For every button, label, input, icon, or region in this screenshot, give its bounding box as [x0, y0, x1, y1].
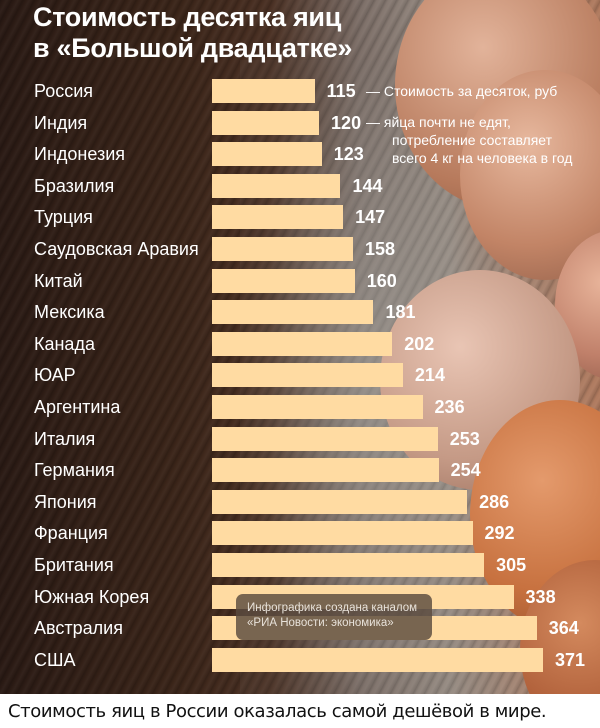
value-label: 214 [414, 365, 445, 386]
country-label: ЮАР [34, 365, 76, 386]
chart-row: Китай 160 [0, 266, 600, 298]
chart-row: Бразилия 144 [0, 171, 600, 203]
country-label: Бразилия [34, 175, 115, 196]
chart-title-line-1: Стоимость десятка яиц [33, 2, 342, 32]
value-label: 305 [496, 555, 527, 575]
chart-row: Британия 305 [0, 550, 600, 582]
value-label: 236 [434, 397, 465, 417]
chart-row: ЮАР 214 [0, 360, 600, 392]
bar [212, 79, 315, 103]
country-label: Канада [34, 333, 95, 354]
bar [212, 110, 320, 135]
chart-row: Мексика 181 [0, 297, 600, 329]
bar [212, 521, 473, 546]
bar [212, 331, 393, 356]
chart-title: Стоимость десятка яиц в «Большой двадцат… [33, 2, 433, 64]
chart-row: Индонезия 123 [0, 139, 600, 171]
country-label: Аргентина [34, 397, 121, 417]
annotation-india-line-1: — яйца почти не едят, [366, 114, 511, 130]
value-label: 120 [331, 112, 362, 133]
country-label: Саудовская Аравия [34, 239, 199, 259]
bar [212, 142, 322, 167]
annotation-india-line-3: всего 4 кг на человека в год [392, 150, 573, 166]
country-label: Индия [34, 112, 88, 133]
value-label: 202 [404, 333, 435, 354]
value-label: 147 [355, 207, 386, 228]
bar [212, 426, 438, 451]
value-label: 160 [366, 270, 397, 291]
value-label: 364 [548, 618, 579, 639]
country-label: Австралия [34, 618, 123, 639]
chart-row: США 371 [0, 645, 600, 677]
value-label: 254 [450, 460, 481, 481]
country-label: Япония [34, 491, 97, 512]
chart-row: Аргентина 236 [0, 392, 600, 424]
chart-row: Саудовская Аравия 158 [0, 234, 600, 266]
country-label: Британия [34, 555, 114, 575]
chart-row: Турция 147 [0, 202, 600, 234]
value-label: 115 [326, 81, 356, 101]
bar [212, 363, 403, 388]
watermark-line-1: Инфографика создана каналом [247, 602, 418, 614]
country-label: Италия [34, 428, 96, 449]
value-label: 181 [385, 302, 416, 323]
bar [212, 458, 439, 483]
annotation-india-line-2: потребление составляет [392, 132, 553, 148]
country-label: Мексика [34, 302, 105, 323]
chart-row: Италия 253 [0, 424, 600, 456]
chart-row: Франция 292 [0, 518, 600, 550]
value-label: 292 [484, 523, 515, 544]
country-label: Германия [34, 460, 115, 481]
country-label: Индонезия [34, 144, 126, 165]
chart-row: Индия 120 [0, 108, 600, 140]
chart-row: Германия 254 [0, 455, 600, 487]
egg-image [460, 70, 600, 280]
value-label: 371 [555, 649, 586, 670]
country-label: Южная Корея [34, 586, 150, 607]
bar [212, 300, 374, 325]
bar [212, 647, 543, 672]
chart-title-line-2: в «Большой двадцатке» [33, 33, 353, 63]
country-label: Турция [34, 207, 93, 228]
bar [212, 489, 468, 514]
bar [212, 553, 485, 577]
bar [212, 205, 344, 230]
post-caption: Стоимость яиц в России оказалась самой д… [8, 701, 547, 722]
value-label: 338 [525, 586, 556, 607]
bar [212, 395, 423, 419]
value-label: 286 [479, 491, 510, 512]
value-label: 123 [333, 144, 364, 165]
value-label: 253 [449, 428, 480, 449]
country-label: Россия [34, 81, 94, 101]
chart-row: Япония 286 [0, 487, 600, 519]
bar [212, 268, 355, 293]
chart-row: Канада 202 [0, 329, 600, 361]
value-label: 158 [364, 239, 395, 259]
country-label: Китай [34, 270, 83, 291]
value-label: 144 [352, 175, 383, 196]
infographic: Стоимость десятка яиц в «Большой двадцат… [0, 0, 600, 694]
bar [212, 237, 353, 261]
country-label: Франция [34, 523, 108, 544]
chart-row: Россия 115 [0, 76, 600, 108]
annotation-unit: — Стоимость за десяток, руб [366, 83, 558, 99]
country-label: США [34, 649, 76, 670]
annotation-india: — яйца почти не едят, потребление состав… [366, 113, 572, 167]
watermark-line-2: «РИА Новости: экономика» [247, 617, 394, 629]
watermark-overlay: Инфографика создана каналом «РИА Новости… [236, 594, 432, 640]
bar [212, 173, 341, 198]
